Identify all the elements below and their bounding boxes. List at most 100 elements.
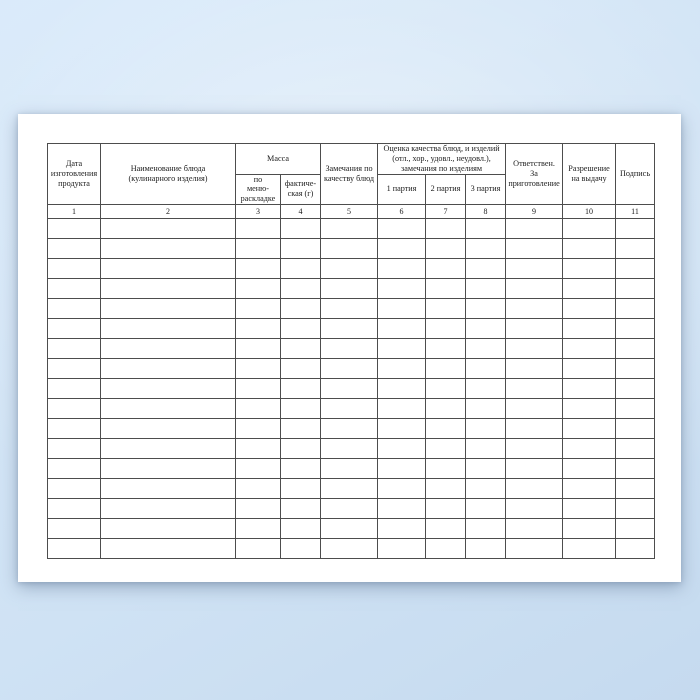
empty-cell (562, 538, 617, 560)
empty-cell (235, 418, 281, 440)
empty-cell (505, 278, 564, 300)
empty-cell (100, 258, 236, 280)
empty-cell (425, 218, 467, 240)
empty-cell (425, 398, 467, 420)
empty-cell (279, 418, 322, 440)
table-row (47, 458, 656, 480)
empty-cell (279, 258, 322, 280)
table-row (47, 318, 656, 340)
empty-cell (465, 478, 507, 500)
empty-cell (47, 378, 101, 400)
empty-cell (279, 218, 322, 240)
empty-cell (465, 378, 507, 400)
empty-cell (235, 238, 281, 260)
empty-cell (47, 438, 101, 460)
empty-cell (235, 278, 281, 300)
empty-cell (320, 238, 379, 260)
empty-cell (320, 498, 379, 520)
quality-journal-table: Дата изготовления продукта Наименование … (47, 142, 656, 560)
empty-cell (100, 378, 236, 400)
empty-cell (615, 518, 656, 540)
col-header-signature: Подпись (615, 142, 656, 206)
column-number-cell: 2 (100, 204, 236, 220)
empty-cell (505, 478, 564, 500)
empty-cell (615, 398, 656, 420)
table-row (47, 278, 656, 300)
col-header-quality-group: Оценка качества блюд, и изделий (отл., х… (377, 143, 507, 175)
empty-cell (425, 258, 467, 280)
empty-cell (615, 538, 656, 560)
column-number-cell: 3 (235, 204, 281, 220)
empty-cell (465, 518, 507, 540)
table-row (47, 358, 656, 380)
empty-cell (377, 478, 427, 500)
empty-cell (235, 218, 281, 240)
empty-cell (465, 538, 507, 560)
empty-cell (377, 318, 427, 340)
table-header: Дата изготовления продукта Наименование … (47, 142, 656, 220)
empty-cell (562, 418, 617, 440)
empty-cell (320, 358, 379, 380)
empty-cell (615, 458, 656, 480)
empty-cell (320, 538, 379, 560)
empty-cell (235, 518, 281, 540)
empty-cell (100, 478, 236, 500)
column-number-cell: 7 (425, 204, 467, 220)
empty-cell (505, 418, 564, 440)
col-header-mass-actual: фактиче- ская (г) (279, 173, 322, 206)
empty-cell (505, 338, 564, 360)
table-row (47, 538, 656, 560)
empty-cell (562, 338, 617, 360)
empty-cell (425, 298, 467, 320)
col-header-batch-2: 2 партия (425, 173, 467, 206)
empty-cell (615, 278, 656, 300)
empty-cell (562, 438, 617, 460)
table-row (47, 298, 656, 320)
empty-cell (377, 438, 427, 460)
empty-cell (279, 398, 322, 420)
table-row (47, 518, 656, 540)
empty-cell (320, 458, 379, 480)
empty-cell (320, 318, 379, 340)
empty-cell (425, 478, 467, 500)
empty-cell (320, 378, 379, 400)
empty-cell (47, 238, 101, 260)
empty-cell (425, 278, 467, 300)
empty-cell (465, 338, 507, 360)
empty-cell (47, 458, 101, 480)
empty-cell (235, 538, 281, 560)
table-row (47, 378, 656, 400)
empty-cell (47, 518, 101, 540)
empty-cell (562, 258, 617, 280)
empty-cell (377, 418, 427, 440)
table-row (47, 478, 656, 500)
document-page: Дата изготовления продукта Наименование … (18, 114, 681, 582)
empty-cell (505, 438, 564, 460)
empty-cell (562, 218, 617, 240)
table-row (47, 258, 656, 280)
empty-cell (465, 218, 507, 240)
table-row (47, 218, 656, 240)
empty-cell (425, 338, 467, 360)
empty-cell (320, 338, 379, 360)
empty-cell (505, 398, 564, 420)
empty-cell (100, 338, 236, 360)
empty-cell (47, 498, 101, 520)
empty-cell (465, 358, 507, 380)
table-row (47, 438, 656, 460)
empty-cell (279, 238, 322, 260)
empty-cell (377, 298, 427, 320)
empty-cell (235, 298, 281, 320)
empty-cell (320, 258, 379, 280)
empty-cell (279, 538, 322, 560)
col-header-batch-3: 3 партия (465, 173, 507, 206)
empty-cell (279, 518, 322, 540)
column-number-cell: 1 (47, 204, 101, 220)
empty-cell (47, 258, 101, 280)
empty-cell (235, 478, 281, 500)
empty-cell (320, 398, 379, 420)
empty-cell (615, 318, 656, 340)
column-number-cell: 8 (465, 204, 507, 220)
empty-cell (235, 318, 281, 340)
